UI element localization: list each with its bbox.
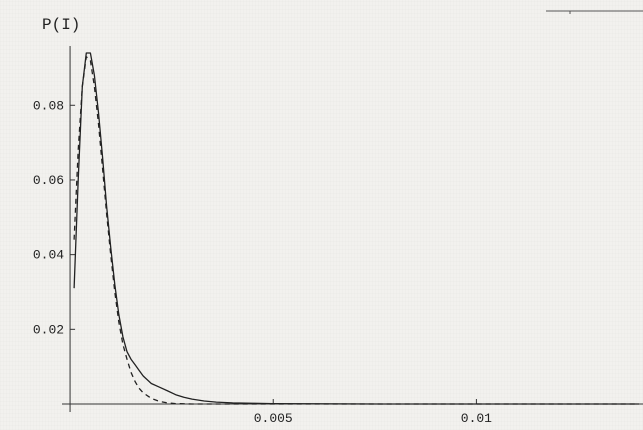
solid-series-line	[73, 52, 639, 405]
y-tick-label: 0.02	[33, 322, 64, 337]
y-ticks: 0.02 0.04 0.06 0.08	[33, 98, 76, 337]
x-ticks: 0.005 0.01	[254, 399, 492, 426]
dashed-series-line	[73, 56, 639, 405]
x-tick-label: 0.005	[254, 411, 293, 426]
corner-fragment	[546, 10, 643, 14]
axes	[62, 46, 643, 412]
y-tick-label: 0.04	[33, 248, 64, 263]
x-tick-label: 0.01	[461, 411, 492, 426]
y-tick-label: 0.08	[33, 98, 64, 113]
series-group	[73, 52, 639, 405]
y-axis-label: P(I)	[42, 16, 80, 34]
y-tick-label: 0.06	[33, 173, 64, 188]
